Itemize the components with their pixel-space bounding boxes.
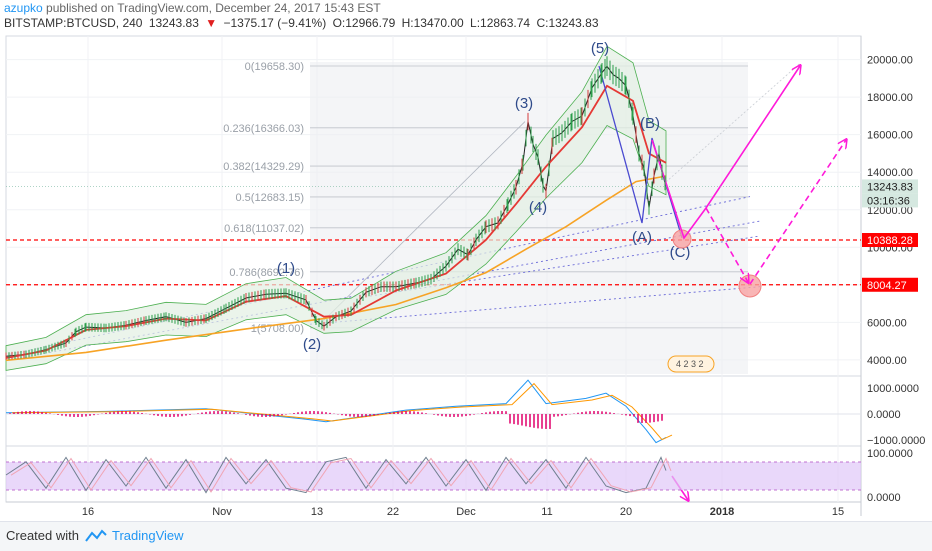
macd-tick-label: 0.0000 [867, 409, 901, 421]
published-text: published on TradingView.com, December 2… [46, 1, 381, 15]
last-price: 13243.83 [148, 16, 199, 30]
projection-path [749, 140, 846, 285]
y-tick-label: 6000.00 [867, 317, 907, 329]
countdown-label-bg [862, 193, 918, 208]
wave-label: (1) [277, 260, 295, 277]
fib-label: 0.786(8692.76) [229, 267, 304, 279]
stoch-d-line [10, 457, 672, 493]
fib-label: 0.5(12683.15) [236, 192, 305, 204]
countdown-label: 03:16:36 [867, 195, 910, 207]
trendline [317, 121, 526, 327]
down-arrow-icon: ▼ [205, 16, 218, 30]
level-1-label: 10388.28 [867, 235, 913, 247]
elliott-waves: (1) (2) (3) (4) (5) (A) (B) (C) [277, 40, 762, 353]
x-tick-label: Nov [212, 506, 232, 518]
y-axis-ticks: 4000.006000.008000.0010000.0012000.00140… [867, 55, 913, 367]
ma-fast-line [5, 84, 667, 359]
stoch-tick-label: 0.0000 [867, 492, 901, 504]
level-2-label-bg [862, 277, 918, 292]
last-price-label-bg [862, 179, 918, 194]
tradingview-logo-icon [85, 529, 107, 542]
price-change: −1375.17 (−9.41%) [223, 16, 327, 30]
x-tick-label: 22 [387, 506, 399, 518]
symbol-label: BITSTAMP:BTCUSD, 240 [4, 16, 143, 30]
level-1-label-bg [862, 233, 918, 248]
wave-label: (A) [632, 229, 652, 246]
projection-path [705, 207, 748, 282]
x-tick-label: 20 [620, 506, 632, 518]
ma-slow-line [5, 175, 667, 362]
fib-label: 0.236(16366.03) [223, 123, 304, 135]
target-circle [738, 274, 762, 298]
x-tick-label: 11 [541, 506, 552, 518]
high-value: H:13470.00 [401, 16, 464, 30]
x-tick-label: Dec [456, 506, 476, 518]
fib-retracement-box [310, 62, 748, 374]
x-tick-label: 15 [832, 506, 844, 518]
y-tick-label: 12000.00 [867, 205, 913, 217]
projection-path [651, 66, 800, 240]
y-tick-label: 16000.00 [867, 130, 913, 142]
macd-signal-line [11, 382, 673, 441]
fib-label: 0.618(11037.02) [224, 223, 304, 235]
y-tick-label: 20000.00 [867, 55, 913, 67]
open-value: O:12966.79 [332, 16, 396, 30]
svg-text:4 2 3 2: 4 2 3 2 [676, 359, 704, 369]
trendline [309, 286, 761, 325]
price-chart[interactable]: 0(19658.30) 0.236(16366.03) 0.382(14329.29… [0, 0, 932, 521]
x-axis-ticks: 16 Nov 13 22 Dec 11 20 2018 15 [82, 506, 844, 518]
last-price-label: 13243.83 [867, 181, 913, 193]
footer-bar: Created with TradingView [0, 521, 932, 551]
flag-badge: 4 2 3 2 [667, 355, 715, 373]
macd-tick-label: −1000.0000 [867, 435, 925, 447]
y-tick-label: 4000.00 [867, 355, 907, 367]
fib-label: 0(19658.30) [245, 61, 304, 73]
macd-indicator: 1000.0000 0.0000 −1000.0000 [5, 379, 925, 447]
macd-line [5, 379, 667, 444]
trendline [659, 63, 801, 188]
level-2-label: 8004.27 [867, 280, 907, 292]
close-value: C:13243.83 [536, 16, 599, 30]
tradingview-brand-link[interactable]: TradingView [112, 528, 184, 543]
wave-label: (5) [591, 40, 609, 57]
wave-label: (C) [670, 244, 691, 261]
stochastic-indicator: 100.0000 0.0000 [5, 448, 913, 504]
wave-label: (2) [303, 336, 321, 353]
price-labels: 13243.83 03:16:36 10388.28 8004.27 [6, 179, 918, 292]
low-value: L:12863.74 [470, 16, 531, 30]
x-tick-label: 2018 [710, 506, 734, 518]
author-link[interactable]: azupko [4, 1, 43, 15]
symbol-line: BITSTAMP:BTCUSD, 240 13243.83 ▼ −1375.17… [4, 16, 602, 30]
macd-tick-label: 1000.0000 [867, 383, 919, 395]
stoch-band [6, 462, 861, 490]
x-tick-label: 13 [311, 506, 323, 518]
y-tick-label: 14000.00 [867, 167, 913, 179]
wave-label: (3) [515, 95, 533, 112]
wave-label: (4) [529, 199, 547, 216]
x-tick-label: 16 [82, 506, 94, 518]
created-with-text: Created with [6, 528, 79, 543]
publisher-line: azupko published on TradingView.com, Dec… [4, 1, 381, 15]
y-tick-label: 18000.00 [867, 92, 913, 104]
fib-label: 0.382(14329.29) [223, 161, 304, 173]
stoch-tick-label: 100.0000 [867, 448, 913, 460]
wave-label: (B) [640, 115, 660, 132]
stoch-k-line [5, 456, 667, 494]
